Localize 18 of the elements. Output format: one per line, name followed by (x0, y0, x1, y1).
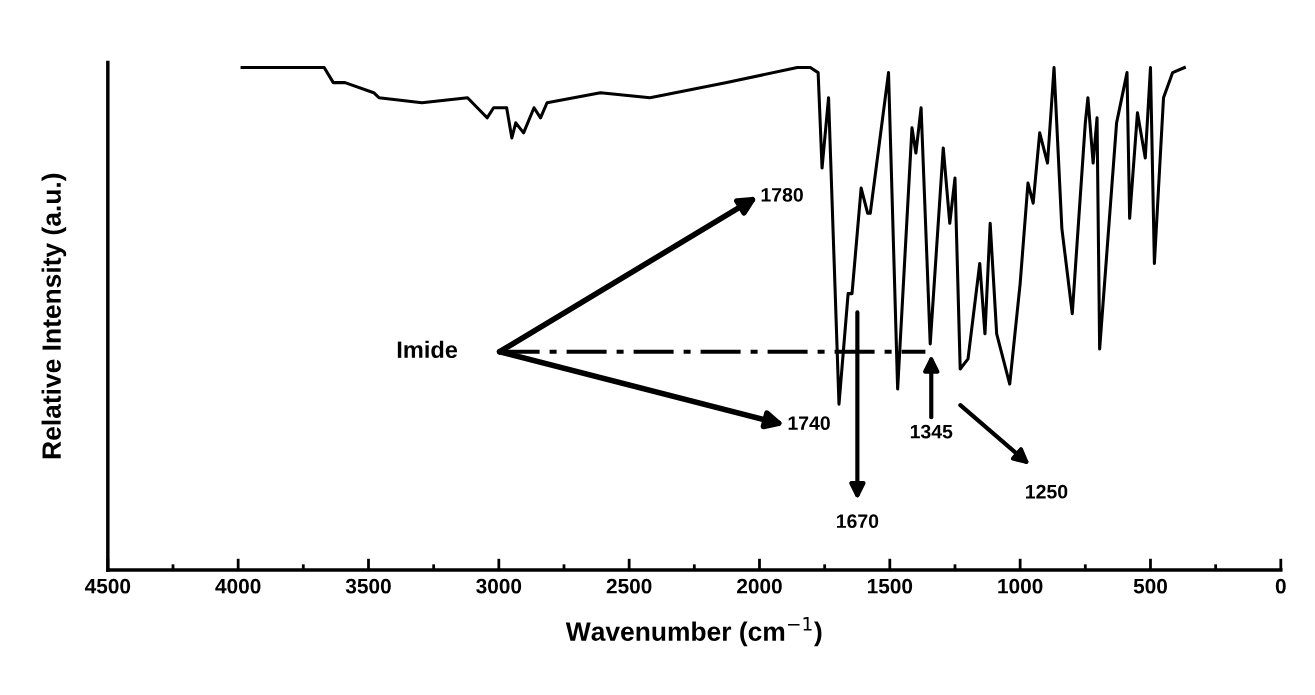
x-axis-title: Wavenumber (cm$^{−1}$) (565, 617, 822, 647)
annotation: 1740 (788, 416, 830, 431)
x-tick-label: 2500 (606, 578, 652, 594)
x-tick-label: 3500 (345, 578, 391, 594)
x-tick-label: 4500 (84, 578, 131, 594)
y-axis-title: Relative Intensity (a.u.) (41, 173, 67, 459)
x-tick-label: 2000 (737, 578, 782, 594)
annotation: 1670 (836, 514, 879, 529)
x-tick-label: 500 (1133, 578, 1168, 594)
x-tick-label: 3000 (476, 578, 522, 594)
x-tick-label: 0 (1275, 578, 1286, 594)
annotation: 1780 (761, 187, 803, 202)
annotation: 1345 (910, 424, 953, 439)
x-tick-label: 1000 (998, 578, 1043, 594)
x-tick-label: 1500 (867, 578, 913, 594)
annotation: Imide (397, 340, 458, 359)
x-tick-label: 4000 (215, 578, 261, 594)
annotation: 1250 (1026, 484, 1068, 499)
